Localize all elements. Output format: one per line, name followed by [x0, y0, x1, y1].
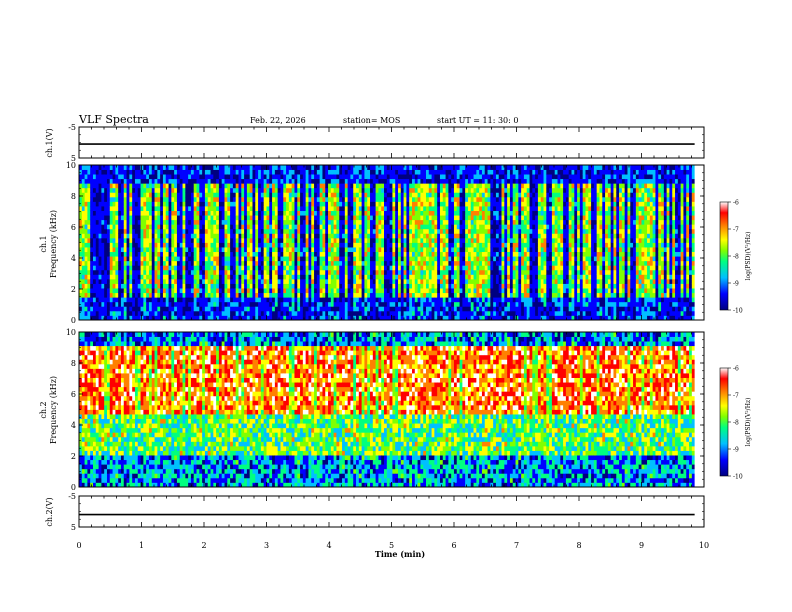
ch1-voltage-axis-label: ch.1(V) [45, 128, 54, 157]
ch1-colorbar-scale [719, 201, 729, 311]
ch2-voltage-axis-label: ch.2(V) [45, 497, 54, 526]
ch2-waveform-panel: 5 -5 [68, 492, 705, 532]
ch1-colorbar-tick-label: -7 [733, 227, 739, 234]
start-time-label: start UT = 11: 30: 0 [437, 116, 518, 125]
ch2-spectrogram-no-data [694, 332, 704, 487]
time-tick-label: 1 [139, 541, 144, 550]
ch2-colorbar-tick-label: -6 [733, 366, 739, 373]
time-tick-label: 3 [264, 541, 269, 550]
ch1-colorbar-tick-label: -6 [733, 200, 739, 207]
time-tick-label: 10 [699, 541, 709, 550]
ch2-spectrogram-ytick-label: 0 [71, 483, 76, 492]
ch2-colorbar-tick-label: -7 [733, 393, 739, 400]
ch2-colorbar-tick-label: -8 [733, 420, 739, 427]
ch1-spectrogram-ytick-label: 2 [71, 285, 76, 294]
time-tick-label: 8 [576, 541, 581, 550]
ch2-waveform-ytick-label: -5 [68, 492, 76, 501]
ch2-colorbar-tick-label: -9 [733, 447, 739, 454]
ch1-waveform-ytick-label: -5 [68, 123, 76, 132]
time-tick-label: 4 [326, 541, 331, 550]
ch2-spectrogram-panel: 0 2 4 6 8 10 [66, 328, 705, 492]
ch2-spectrogram-image [79, 332, 696, 488]
ch1-frequency-axis-label: ch.1 Frequency (kHz) [39, 210, 58, 278]
time-tick-label: 0 [76, 541, 81, 550]
ch2-colorbar-label: log(PSD)(V²/Hz) [745, 398, 752, 447]
ch1-colorbar-tick-label: -8 [733, 254, 739, 261]
ch2-spectrogram-ytick-label: 10 [66, 328, 76, 337]
ch2-spectrogram-ytick-label: 2 [71, 452, 76, 461]
ch1-spectrogram-ytick-label: 0 [71, 316, 76, 325]
time-tick-label: 5 [389, 541, 394, 550]
ch1-spectrogram-image [79, 165, 696, 321]
station-label: station= MOS [343, 116, 400, 125]
time-tick-label: 6 [451, 541, 456, 550]
ch1-colorbar-tick-label: -9 [733, 281, 739, 288]
ch1-spectrogram-ytick-label: 6 [71, 223, 76, 232]
ch2-spectrogram-ytick-label: 8 [71, 359, 76, 368]
ch2-waveform-ytick-label: 5 [71, 523, 76, 532]
time-tick-label: 2 [201, 541, 206, 550]
ch1-spectrogram-ytick-label: 10 [66, 161, 76, 170]
ch2-spectrogram-ytick-label: 6 [71, 390, 76, 399]
date-label: Feb. 22, 2026 [250, 116, 306, 125]
ch2-colorbar-scale [719, 367, 729, 477]
ch2-colorbar: -6 -7 -8 -9 -10 log(PSD)(V²/Hz) [719, 366, 752, 481]
time-axis: 0 1 2 3 4 5 6 7 8 9 10 [76, 541, 709, 550]
ch2-spectrogram-ytick-label: 4 [71, 421, 76, 430]
ch1-spectrogram-ytick-label: 4 [71, 254, 76, 263]
ch1-waveform-panel: 5 -5 [68, 123, 705, 163]
ch1-spectrogram-no-data [694, 165, 704, 320]
time-tick-label: 9 [639, 541, 644, 550]
time-axis-label: Time (min) [375, 549, 425, 559]
ch1-waveform-ytick-label: 5 [71, 154, 76, 163]
ch2-colorbar-tick-label: -10 [733, 474, 743, 481]
figure-title: VLF Spectra [78, 113, 149, 126]
ch1-colorbar-label: log(PSD)(V²/Hz) [745, 232, 752, 281]
ch1-spectrogram-panel: 0 2 4 6 8 10 [66, 161, 705, 325]
time-tick-label: 7 [514, 541, 519, 550]
ch2-frequency-axis-label: ch.2 Frequency (kHz) [39, 376, 58, 444]
ch1-colorbar-tick-label: -10 [733, 308, 743, 315]
ch1-colorbar: -6 -7 -8 -9 -10 log(PSD)(V²/Hz) [719, 200, 752, 315]
ch1-spectrogram-ytick-label: 8 [71, 192, 76, 201]
